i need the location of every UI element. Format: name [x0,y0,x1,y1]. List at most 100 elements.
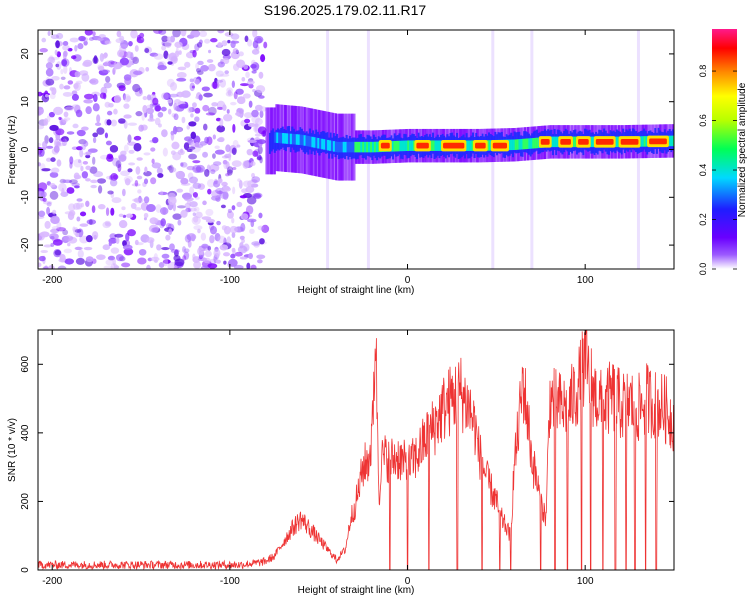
heatmap-noise-cell [49,124,59,132]
heatmap-core-cell [328,140,332,151]
heatmap-noise-cell [253,242,260,248]
heatmap-noise-cell [228,152,232,161]
heatmap-noise-cell [62,229,69,236]
heatmap-noise-cell [47,30,51,37]
heatmap-noise-cell [123,175,133,183]
heatmap-noise-cell [51,226,60,230]
heatmap-noise-cell [159,207,169,215]
heatmap-noise-cell [127,141,137,146]
heatmap-peak-cell [649,138,667,145]
heatmap-noise-cell [192,160,201,164]
heatmap-core-cell [303,135,306,146]
heatmap-noise-cell [97,66,105,71]
heatmap-core-cell [317,137,320,149]
heatmap-noise-cell [214,145,220,149]
heatmap-noise-cell [92,136,97,144]
spectrogram-x-tick-label: -200 [42,275,62,286]
heatmap-noise-cell [49,182,56,188]
heatmap-noise-cell [217,61,225,68]
heatmap-noise-cell [190,131,197,140]
heatmap-noise-cell [96,114,101,123]
heatmap-noise-cell [194,167,204,173]
spectrogram-y-tick-label: 0 [20,146,31,152]
heatmap-noise-cell [94,122,102,127]
heatmap-noise-cell [196,70,204,75]
heatmap-noise-cell [68,210,76,217]
heatmap-noise-cell [200,64,209,72]
heatmap-noise-cell [111,197,122,204]
heatmap-noise-cell [258,212,263,219]
heatmap-noise-cell [183,251,190,260]
heatmap-noise-cell [180,161,188,168]
heatmap-noise-cell [51,75,60,81]
heatmap-noise-cell [252,40,259,49]
heatmap-core-cell [520,138,523,150]
heatmap-noise-cell [166,222,172,229]
heatmap-noise-cell [118,213,124,218]
heatmap-noise-cell [247,39,253,47]
heatmap-noise-cell [180,30,187,37]
heatmap-noise-cell [85,235,93,243]
heatmap-noise-cell [215,259,221,264]
heatmap-noise-cell [156,244,162,251]
heatmap-noise-cell [125,213,134,218]
snr-y-tick-label: 200 [20,493,31,510]
heatmap-noise-cell [184,197,194,202]
heatmap-core-cell [334,141,338,153]
heatmap-noise-cell [183,142,190,150]
snr-x-tick-label: -100 [220,576,240,587]
heatmap-noise-cell [215,70,224,77]
heatmap-noise-cell [211,102,218,107]
heatmap-noise-cell [143,170,152,177]
heatmap-noise-cell [69,156,74,165]
spectrogram-y-tick-label: -20 [20,237,31,252]
heatmap-noise-cell [168,164,174,174]
heatmap-core-cell [528,138,531,149]
heatmap-noise-cell [174,258,185,267]
heatmap-noise-cell [192,49,197,58]
heatmap-core-cell [397,140,400,152]
heatmap-noise-cell [177,219,182,226]
heatmap-noise-cell [50,157,56,162]
heatmap-noise-cell [56,32,64,40]
heatmap-noise-cell [149,217,158,225]
heatmap-core-cell [413,140,416,151]
heatmap-noise-cell [170,54,178,64]
heatmap-noise-cell [91,205,96,213]
heatmap-noise-cell [194,142,200,148]
heatmap-noise-cell [128,162,136,166]
heatmap-noise-cell [119,44,128,49]
heatmap-noise-cell [207,263,218,269]
heatmap-noise-cell [44,220,51,229]
heatmap-noise-cell [160,218,166,227]
heatmap-noise-cell [245,71,250,79]
heatmap-noise-cell [144,47,150,54]
heatmap-band-cell [268,132,271,154]
heatmap-noise-cell [157,173,164,178]
heatmap-noise-cell [193,206,200,212]
heatmap-noise-cell [89,78,99,85]
heatmap-noise-cell [128,56,138,63]
heatmap-noise-cell [161,129,168,138]
heatmap-noise-cell [107,255,116,261]
heatmap-noise-cell [231,232,236,238]
heatmap-noise-cell [220,204,226,209]
heatmap-noise-cell [78,35,86,42]
heatmap-noise-cell [128,149,135,154]
heatmap-noise-cell [124,178,131,186]
spectrogram-y-tick-label: -10 [20,190,31,205]
heatmap-core-cell [358,141,361,153]
heatmap-noise-cell [256,156,263,161]
heatmap-noise-cell [163,50,169,60]
heatmap-noise-cell [216,220,221,226]
heatmap-noise-cell [169,243,175,251]
heatmap-noise-cell [162,147,168,157]
heatmap-noise-cell [50,236,55,240]
heatmap-noise-cell [226,109,230,114]
heatmap-noise-cell [56,227,66,232]
heatmap-noise-cell [99,92,107,99]
heatmap-core-cell [352,141,355,153]
heatmap-noise-cell [186,233,197,241]
heatmap-noise-cell [217,178,222,185]
heatmap-noise-cell [110,207,115,216]
